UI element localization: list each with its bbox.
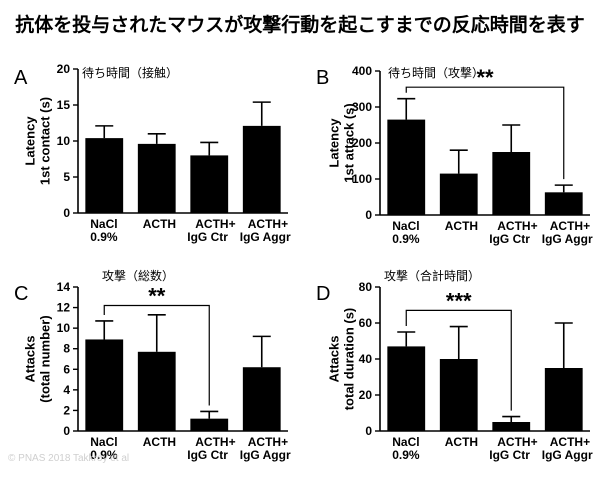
panel-c-y-tick-label: 4 [63, 383, 70, 397]
panel-c-bar [190, 418, 229, 431]
panel-b-x-tick-label: IgG Aggr [542, 232, 593, 246]
panel-c-x-tick-label: IgG Ctr [187, 448, 228, 462]
panel-d-x-tick-label: ACTH+ [550, 435, 590, 449]
panel-c-bar [85, 339, 124, 431]
panel-b-ylabel-line: Latency [327, 118, 342, 168]
panel-a-bar [137, 143, 176, 213]
panel-a-y-tick-label: 0 [63, 206, 70, 220]
panel-d-ylabel-line: Attacks [327, 336, 342, 383]
panel-d-x-tick-label: IgG Ctr [489, 448, 530, 462]
panel-c-ylabel-line: (total number) [38, 315, 53, 402]
panel-a-bar [242, 125, 281, 213]
panel-a-x-tick-label: IgG Aggr [240, 230, 291, 244]
panel-c-title: 攻撃（総数） [102, 268, 174, 283]
panel-c-ylabel-line: Attacks [23, 336, 38, 383]
panel-a-bar [85, 138, 124, 213]
panel-a-x-tick-label: NaCl [90, 217, 117, 231]
panel-c-y-tick-label: 12 [57, 301, 71, 315]
panel-d-x-tick-label: ACTH+ [497, 435, 537, 449]
panel-c-bar [242, 367, 281, 431]
panel-b-y-tick-label: 400 [352, 64, 372, 78]
panel-b-x-tick-label: ACTH [445, 219, 478, 233]
panel-b-significance-label: ** [476, 65, 494, 90]
panel-b-title: 待ち時間（攻撃） [388, 65, 484, 80]
panel-b-y-tick-label: 0 [365, 208, 372, 222]
panel-c-bar [137, 351, 176, 431]
panel-d-ylabel-line: total duration (s) [342, 308, 357, 411]
copyright-text: © PNAS 2018 Takkroy et al [8, 453, 130, 464]
panel-a-x-tick-label: IgG Ctr [187, 230, 228, 244]
panel-b-ylabel-line: 1st attack (s) [342, 103, 357, 182]
panel-b-significance-bracket [405, 86, 565, 180]
panel-d-x-tick-label: 0.9% [392, 448, 420, 462]
panel-b-x-tick-label: IgG Ctr [489, 232, 530, 246]
panel-c-y-tick-label: 2 [63, 403, 70, 417]
panel-b-bar [387, 119, 426, 215]
panel-d-x-tick-label: NaCl [392, 435, 419, 449]
panel-c-x-tick-label: NaCl [90, 435, 117, 449]
panel-b-bar [492, 152, 531, 215]
panel-b-bar [544, 192, 583, 215]
panel-c-x-tick-label: ACTH+ [195, 435, 235, 449]
panel-b-y-tick-label: 100 [352, 172, 372, 186]
panel-b-y-tick-label: 200 [352, 136, 372, 150]
panel-d-bar [439, 359, 478, 431]
panel-c-y-tick-label: 0 [63, 424, 70, 438]
panel-b-y-tick-label: 300 [352, 100, 372, 114]
panel-a-ylabel-line: 1st contact (s) [38, 97, 53, 185]
panel-a-letter: A [14, 67, 28, 89]
panel-a-y-tick-label: 5 [63, 170, 70, 184]
panel-d-significance-bracket [405, 309, 512, 411]
panel-a-y-tick-label: 20 [57, 62, 71, 76]
panel-b-x-tick-label: ACTH+ [497, 219, 537, 233]
panel-d-bar [387, 346, 426, 431]
panel-c-x-tick-label: IgG Aggr [240, 448, 291, 462]
panel-a-x-tick-label: 0.9% [90, 230, 118, 244]
panel-c-letter: C [14, 283, 28, 305]
panel-c-x-tick-label: ACTH [143, 435, 176, 449]
panel-d-y-tick-label: 0 [365, 424, 372, 438]
panel-b-x-tick-label: 0.9% [392, 232, 420, 246]
panel-c-y-tick-label: 8 [63, 342, 70, 356]
panel-a-x-tick-label: ACTH+ [248, 217, 288, 231]
panel-d-x-tick-label: ACTH [445, 435, 478, 449]
panel-d-y-tick-label: 40 [359, 352, 373, 366]
panel-c-y-tick-label: 14 [57, 280, 71, 294]
panel-c-x-tick-label: ACTH+ [248, 435, 288, 449]
panel-b-x-tick-label: ACTH+ [550, 219, 590, 233]
panel-c-y-tick-label: 6 [63, 362, 70, 376]
panel-d-bar [544, 368, 583, 431]
panel-a-y-tick-label: 15 [57, 98, 71, 112]
panel-d-y-tick-label: 60 [359, 316, 373, 330]
panel-a-ylabel-line: Latency [23, 116, 38, 166]
panel-a-x-tick-label: ACTH [143, 217, 176, 231]
panel-b-bar [439, 173, 478, 215]
panel-a-title: 待ち時間（接触） [82, 65, 178, 80]
panel-b-x-tick-label: NaCl [392, 219, 419, 233]
panel-d-y-tick-label: 20 [359, 388, 373, 402]
panel-b-letter: B [316, 67, 329, 89]
panel-d-letter: D [316, 283, 330, 305]
panel-d-bar [492, 422, 531, 431]
page-title: 抗体を投与されたマウスが攻撃行動を起こすまでの反応時間を表す [15, 14, 585, 36]
panel-c-significance-bracket [103, 304, 210, 406]
panel-a-x-tick-label: ACTH+ [195, 217, 235, 231]
panel-a-bar [190, 155, 229, 213]
panel-d-title: 攻撃（合計時間） [384, 268, 480, 283]
panel-c-y-tick-label: 10 [57, 321, 71, 335]
panel-c-x-tick-label: 0.9% [90, 448, 118, 462]
panel-c-significance-label: ** [148, 284, 166, 309]
panel-d-significance-label: *** [446, 288, 472, 313]
panel-a-y-tick-label: 10 [57, 134, 71, 148]
panel-d-x-tick-label: IgG Aggr [542, 448, 593, 462]
panel-d-y-tick-label: 80 [359, 280, 373, 294]
